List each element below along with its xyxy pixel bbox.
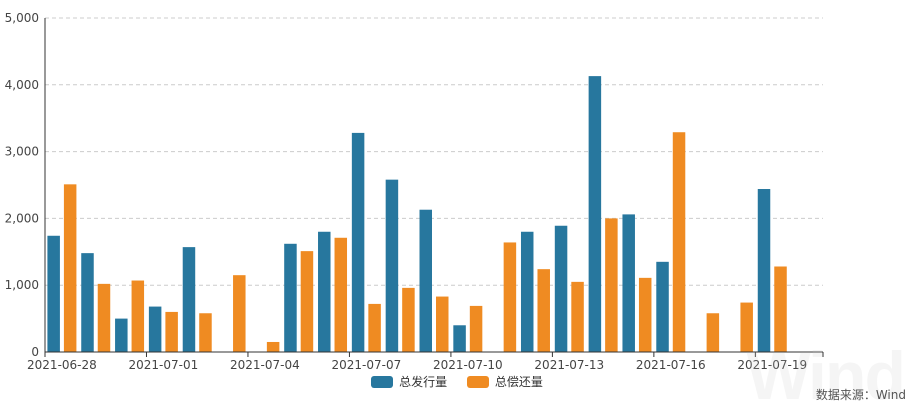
bar-repayment (571, 281, 584, 352)
legend-item-issuance[interactable]: 总发行量 (371, 373, 447, 390)
bar-repayment (638, 277, 652, 352)
x-tick-label: 2021-07-16 (636, 358, 706, 370)
bar-repayment (706, 313, 720, 352)
legend-swatch-issuance (371, 375, 394, 388)
bar-repayment (537, 269, 550, 352)
bar-issuance (622, 214, 635, 352)
bar-issuance (554, 225, 568, 352)
bar-repayment (436, 296, 449, 352)
bar-issuance (385, 179, 399, 352)
bar-repayment (774, 266, 787, 352)
bar-issuance (318, 231, 331, 352)
bar-repayment (300, 251, 314, 352)
bar-repayment (97, 283, 111, 352)
bar-repayment (131, 280, 145, 352)
bar-issuance (588, 76, 602, 352)
y-tick-label: 3,000 (5, 145, 39, 159)
legend-label-repayment: 总偿还量 (494, 375, 543, 389)
x-tick-label: 2021-07-13 (534, 358, 604, 370)
bar-repayment (233, 275, 246, 352)
legend: 总发行量 总偿还量 (0, 373, 914, 391)
bar-repayment (63, 184, 77, 352)
bar-issuance (284, 243, 297, 352)
bar-issuance (81, 253, 94, 352)
y-tick-label: 5,000 (5, 11, 39, 25)
bar-issuance (757, 189, 771, 352)
source-note: 数据来源：Wind (815, 388, 906, 402)
bar-chart: 0 1,000 2,000 3,000 4,000 5,000 2021-06-28 2021… (5, 11, 824, 370)
bar-repayment (266, 341, 280, 352)
bar-repayment (165, 311, 178, 352)
x-tick-label: 2021-07-10 (433, 358, 503, 370)
legend-item-repayment[interactable]: 总偿还量 (466, 373, 543, 390)
bar-repayment (672, 132, 686, 352)
bar-repayment (605, 218, 618, 352)
bar-repayment (740, 302, 753, 352)
bar-issuance (148, 306, 162, 352)
bar-issuance (47, 235, 60, 352)
bar-repayment (199, 313, 212, 352)
bar-issuance (656, 261, 669, 352)
x-tick-label: 2021-07-04 (230, 358, 300, 370)
bar-issuance (419, 209, 432, 352)
legend-swatch-repayment (466, 375, 489, 388)
x-tick-label: 2021-07-19 (737, 358, 807, 370)
bar-issuance (182, 247, 196, 352)
bar-issuance (351, 132, 365, 352)
y-tick-label: 2,000 (5, 211, 39, 225)
bar-repayment (334, 237, 348, 352)
bar-repayment (469, 305, 483, 352)
bar-issuance (115, 318, 128, 352)
bar-repayment (402, 287, 415, 352)
bar-repayment (368, 303, 381, 352)
legend-label-issuance: 总发行量 (399, 375, 448, 389)
y-tick-label: 0 (31, 345, 39, 359)
x-tick-label: 2021-07-07 (331, 358, 401, 370)
x-tick-label: 2021-07-01 (129, 358, 199, 370)
bar-issuance (453, 325, 466, 352)
bar-issuance (520, 231, 534, 352)
bar-repayment (503, 242, 517, 352)
y-tick-label: 4,000 (5, 78, 39, 92)
y-tick-label: 1,000 (5, 278, 39, 292)
x-tick-label: 2021-06-28 (27, 358, 97, 370)
